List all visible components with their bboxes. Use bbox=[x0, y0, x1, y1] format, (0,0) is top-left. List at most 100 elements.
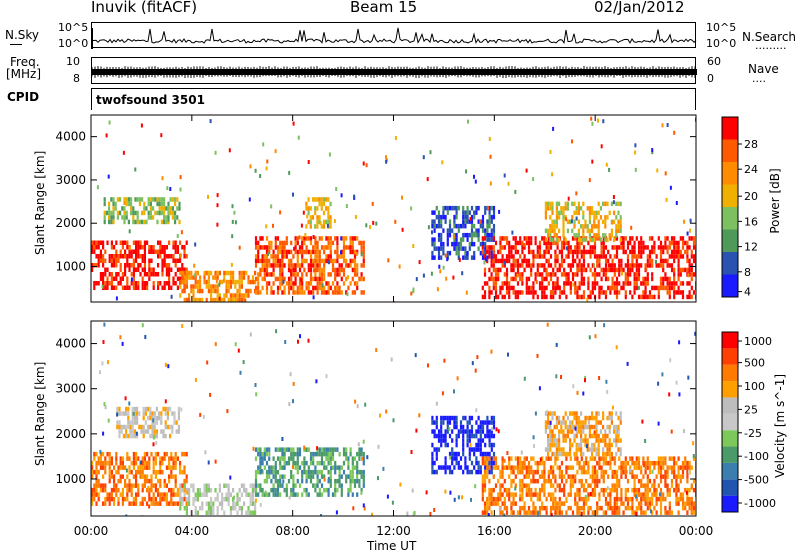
scatter-cell bbox=[136, 415, 139, 421]
scatter-cell bbox=[183, 496, 186, 502]
scatter-cell bbox=[161, 456, 164, 461]
scatter-cell bbox=[525, 465, 528, 470]
scatter-cell bbox=[234, 297, 237, 302]
scatter-cell bbox=[283, 451, 286, 457]
scatter-cell bbox=[492, 214, 496, 220]
scatter-cell bbox=[510, 465, 513, 470]
scatter-cell bbox=[148, 272, 151, 277]
scatter-cell bbox=[135, 240, 138, 245]
scatter-cell bbox=[659, 501, 663, 506]
scatter-cell bbox=[681, 294, 685, 300]
scatter-cell bbox=[290, 487, 293, 493]
scatter-cell bbox=[613, 510, 616, 515]
scatter-cell bbox=[580, 483, 583, 488]
scatter-cell bbox=[296, 456, 299, 461]
scatter-speck bbox=[375, 348, 378, 353]
scatter-cell bbox=[281, 456, 284, 461]
scatter-cell bbox=[194, 279, 197, 285]
scatter-cell bbox=[329, 245, 332, 250]
scatter-cell bbox=[124, 285, 127, 290]
scatter-cell bbox=[611, 281, 614, 286]
scatter-cell bbox=[431, 219, 434, 224]
scatter-speck bbox=[438, 264, 441, 269]
scatter-cell bbox=[690, 501, 693, 506]
scatter-cell bbox=[314, 487, 317, 493]
scatter-cell bbox=[143, 245, 146, 250]
scatter-cell bbox=[488, 294, 491, 300]
scatter-speck bbox=[319, 221, 322, 226]
scatter-cell bbox=[519, 460, 522, 466]
scatter-cell bbox=[514, 465, 517, 470]
scatter-cell bbox=[362, 245, 365, 250]
scatter-speck bbox=[238, 245, 241, 250]
scatter-cell bbox=[227, 288, 230, 294]
freq-tick-bottom: 8 bbox=[73, 72, 80, 85]
scatter-cell bbox=[477, 246, 480, 251]
scatter-cell bbox=[270, 240, 273, 246]
colorbar-tick-label: 100 bbox=[744, 380, 765, 393]
scatter-cell bbox=[132, 451, 135, 457]
scatter-cell bbox=[541, 290, 544, 295]
scatter-cell bbox=[340, 254, 343, 259]
scatter-cell bbox=[580, 281, 583, 286]
scatter-cell bbox=[675, 483, 678, 488]
scatter-speck bbox=[231, 234, 234, 239]
scatter-cell bbox=[169, 206, 172, 211]
scatter-cell bbox=[635, 263, 638, 268]
scatter-cell bbox=[466, 210, 469, 215]
x-tick-label: 08:00 bbox=[275, 524, 310, 538]
scatter-cell bbox=[305, 474, 308, 479]
scatter-cell bbox=[462, 424, 465, 430]
scatter-cell bbox=[637, 487, 641, 493]
scatter-cell bbox=[488, 254, 491, 259]
scatter-cell bbox=[170, 496, 173, 502]
scatter-cell bbox=[488, 245, 491, 250]
scatter-cell bbox=[104, 483, 107, 488]
scatter-cell bbox=[477, 228, 480, 233]
scatter-cell bbox=[110, 258, 113, 263]
scatter-cell bbox=[521, 263, 524, 268]
scatter-cell bbox=[613, 424, 616, 430]
scatter-cell bbox=[646, 505, 649, 511]
scatter-cell bbox=[547, 206, 550, 211]
scatter-cell bbox=[254, 279, 257, 285]
scatter-speck bbox=[186, 490, 189, 495]
scatter-cell bbox=[651, 510, 654, 515]
scatter-cell bbox=[279, 492, 282, 497]
scatter-cell bbox=[307, 465, 310, 470]
scatter-cell bbox=[131, 420, 134, 425]
scatter-cell bbox=[323, 290, 326, 295]
scatter-cell bbox=[162, 406, 165, 412]
scatter-cell bbox=[481, 249, 484, 255]
scatter-cell bbox=[505, 281, 509, 286]
scatter-cell bbox=[179, 488, 182, 493]
scatter-cell bbox=[141, 487, 144, 493]
scatter-cell bbox=[294, 236, 297, 241]
scatter-cell bbox=[549, 240, 553, 246]
scatter-cell bbox=[574, 236, 577, 241]
scatter-cell bbox=[657, 245, 660, 250]
scatter-cell bbox=[323, 451, 326, 457]
scatter-cell bbox=[174, 483, 177, 488]
scatter-speck bbox=[441, 391, 444, 396]
scatter-cell bbox=[157, 501, 160, 506]
scatter-cell bbox=[305, 224, 308, 229]
scatter-cell bbox=[340, 474, 343, 479]
scatter-speck bbox=[327, 476, 330, 481]
scatter-cell bbox=[433, 255, 436, 260]
scatter-cell bbox=[486, 219, 489, 224]
scatter-cell bbox=[604, 442, 607, 448]
scatter-cell bbox=[620, 285, 623, 291]
scatter-cell bbox=[510, 267, 513, 273]
scatter-cell bbox=[126, 492, 129, 497]
scatter-cell bbox=[508, 487, 511, 493]
scatter-cell bbox=[536, 478, 539, 484]
scatter-cell bbox=[285, 254, 288, 259]
scatter-cell bbox=[479, 438, 482, 443]
scatter-cell bbox=[549, 465, 553, 470]
scatter-cell bbox=[668, 487, 671, 493]
scatter-cell bbox=[633, 254, 636, 259]
scatter-cell bbox=[555, 210, 558, 216]
scatter-cell bbox=[112, 219, 115, 225]
scatter-cell bbox=[104, 272, 107, 277]
